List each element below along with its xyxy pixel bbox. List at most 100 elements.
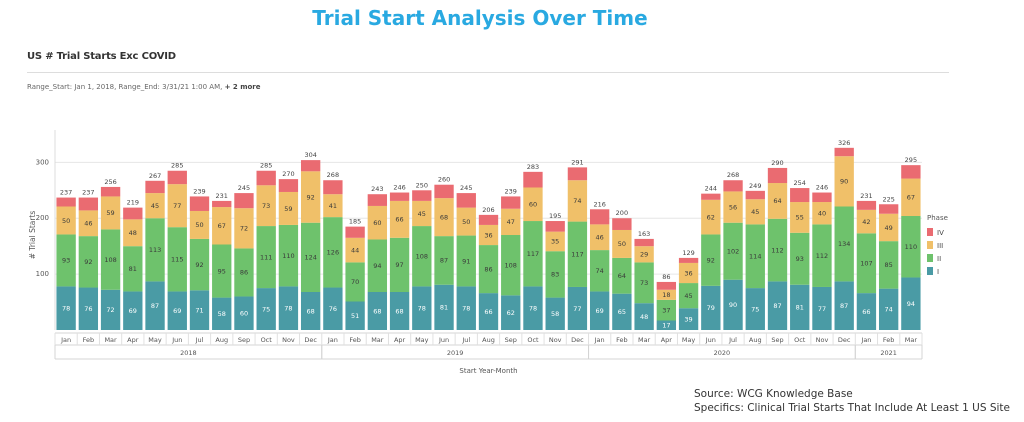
bar-segment-III [167, 184, 187, 228]
bar-segment-I [234, 296, 254, 330]
source-line: Source: WCG Knowledge Base [694, 388, 853, 400]
bar-segment-IV [278, 179, 299, 192]
data-label: 69 [129, 307, 137, 315]
data-label: 74 [596, 267, 604, 275]
bar-segment-I [345, 301, 365, 330]
total-label: 239 [505, 187, 517, 195]
bar-segment-IV [256, 170, 276, 186]
bar-segment-II [212, 244, 232, 298]
bar-segment-III [523, 187, 543, 222]
total-label: 245 [460, 184, 472, 192]
data-label: 69 [173, 307, 181, 315]
bar-segment-IV [123, 207, 143, 220]
bar-segment-I [523, 286, 543, 330]
total-label: 250 [416, 181, 428, 189]
total-label: 219 [127, 199, 139, 207]
data-label: 45 [684, 292, 692, 300]
data-label: 66 [395, 216, 403, 224]
total-label: 246 [393, 184, 405, 192]
total-label: 260 [438, 176, 450, 184]
data-label: 73 [262, 202, 270, 210]
data-label: 62 [707, 213, 715, 221]
bar-segment-II [767, 218, 788, 282]
bar-segment-II [656, 299, 677, 321]
total-label: 283 [527, 163, 539, 171]
data-label: 45 [418, 210, 426, 218]
total-label: 163 [638, 230, 650, 238]
x-tick-label: Feb [883, 336, 895, 344]
x-tick-label: Dec [304, 336, 317, 344]
data-label: 97 [395, 261, 403, 269]
data-label: 94 [373, 262, 381, 270]
data-label: 87 [840, 302, 848, 310]
bar-segment-III [701, 199, 721, 235]
data-label: 117 [527, 250, 539, 258]
total-label: 86 [662, 273, 670, 281]
bar-segment-III [189, 210, 210, 239]
data-label: 83 [551, 271, 559, 279]
y-tick-label: 300 [36, 158, 49, 166]
data-label: 55 [796, 214, 804, 222]
x-tick-label: Jul [728, 336, 737, 344]
x-tick-label: Jan [860, 336, 871, 344]
bar-segment-III [567, 180, 588, 222]
x-tick-label: Jun [438, 336, 449, 344]
total-label: 195 [549, 212, 561, 220]
legend-label: III [937, 242, 943, 250]
data-label: 46 [84, 220, 92, 228]
data-label: 72 [240, 225, 248, 233]
range-more-link[interactable]: + 2 more [224, 83, 261, 91]
x-tick-label: May [682, 336, 696, 344]
data-label: 36 [484, 231, 492, 239]
data-label: 77 [173, 202, 181, 210]
bar-segment-I [901, 277, 921, 330]
bar-segment-IV [856, 200, 877, 210]
x-tick-label: Jan [327, 336, 338, 344]
data-label: 49 [885, 224, 893, 232]
data-label: 77 [573, 305, 581, 313]
bar-segment-I [501, 295, 521, 330]
bar-segment-III [256, 185, 276, 227]
bar-segment-III [501, 208, 521, 235]
data-label: 90 [729, 301, 737, 309]
total-label: 267 [149, 172, 161, 180]
bar-segment-II [701, 234, 721, 286]
bar-segment-I [123, 291, 143, 330]
bar-segment-II [367, 239, 388, 292]
bar-segment-II [389, 237, 410, 292]
data-label: 50 [62, 217, 70, 225]
data-label: 71 [195, 306, 203, 314]
data-label: 64 [618, 272, 626, 280]
data-label: 47 [507, 218, 515, 226]
range-filter-text: Range_Start: Jan 1, 2018, Range_End: 3/3… [27, 83, 261, 91]
bar-segment-IV [612, 218, 632, 230]
data-label: 68 [440, 213, 448, 221]
bar-segment-IV [901, 165, 921, 179]
bar-segment-I [212, 297, 232, 330]
bar-segment-II [856, 233, 877, 294]
bar-segment-II [612, 257, 632, 294]
bar-segment-II [634, 262, 654, 304]
data-label: 59 [284, 205, 292, 213]
data-label: 39 [684, 315, 692, 323]
chart-title: US # Trial Starts Exc COVID [27, 51, 176, 62]
bar-segment-IV [567, 167, 588, 181]
x-tick-label: Jul [195, 336, 204, 344]
bar-segment-III [145, 193, 165, 219]
bar-segment-I [856, 293, 877, 330]
total-label: 237 [60, 189, 72, 197]
bar-segment-III [856, 209, 877, 234]
bar-segment-IV [478, 214, 499, 225]
total-label: 256 [104, 178, 116, 186]
bar-segment-III [434, 198, 454, 237]
legend-label: II [937, 255, 941, 263]
data-label: 78 [418, 305, 426, 313]
x-tick-label: Mar [905, 336, 918, 344]
data-label: 94 [907, 300, 915, 308]
total-label: 129 [682, 249, 694, 257]
x-tick-label: Apr [127, 336, 139, 344]
data-label: 60 [240, 310, 248, 318]
bar-segment-II [790, 232, 810, 285]
bar-segment-IV [745, 190, 765, 200]
data-label: 59 [106, 209, 114, 217]
